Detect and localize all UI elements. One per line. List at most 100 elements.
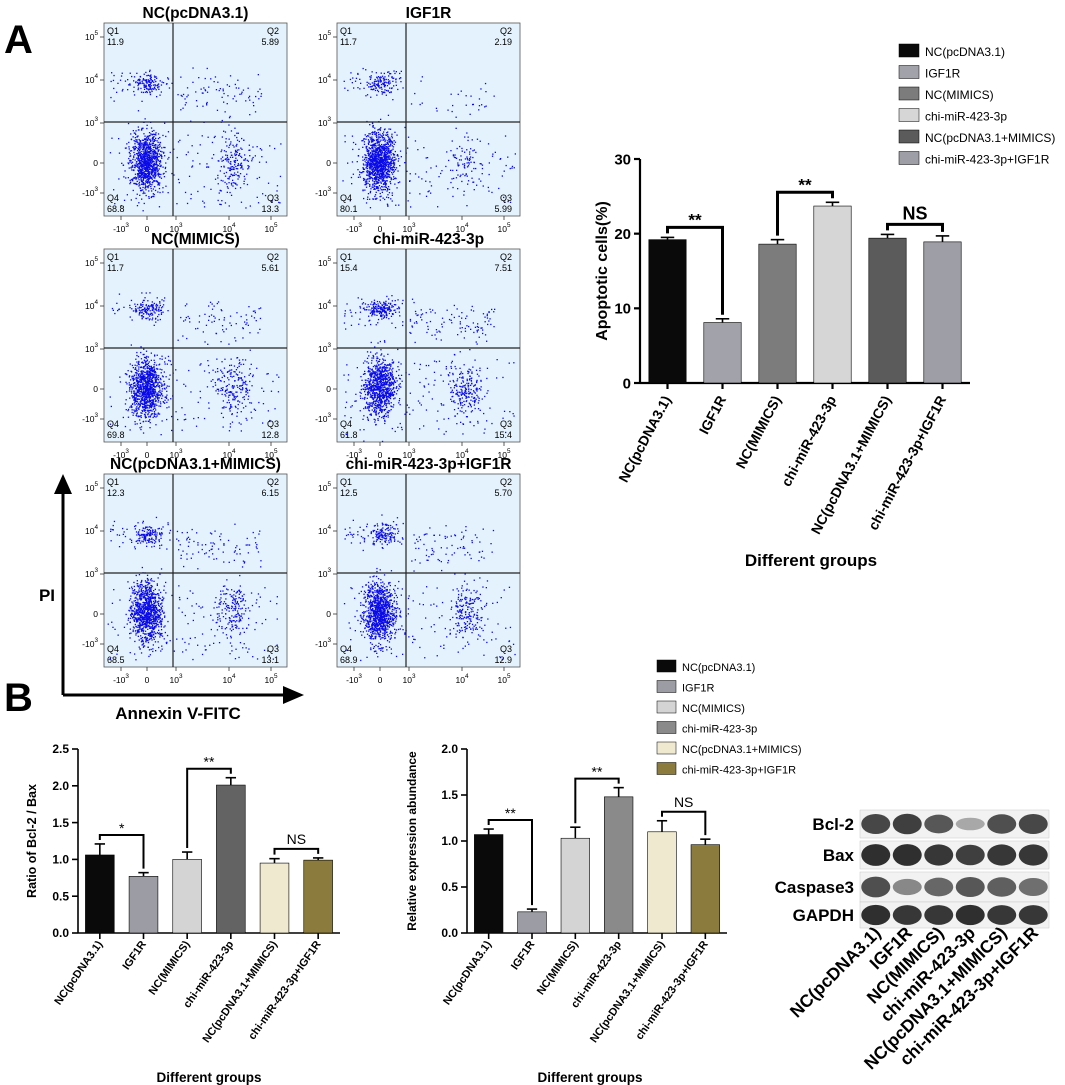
flow-event [158, 153, 161, 155]
flow-event [244, 178, 246, 180]
flow-event [271, 201, 273, 203]
flow-event [368, 164, 370, 166]
flow-event [372, 147, 374, 150]
flow-event [365, 202, 368, 204]
flow-event [157, 393, 159, 396]
flow-event [471, 170, 473, 172]
flow-event [368, 133, 370, 135]
flow-event [230, 364, 233, 366]
flow-event [375, 172, 377, 175]
flow-event [395, 387, 397, 389]
flow-event [142, 395, 144, 397]
flow-event [383, 154, 385, 156]
flow-event [128, 390, 131, 392]
flow-event [158, 374, 160, 377]
flow-event [142, 176, 144, 179]
flow-event [240, 411, 242, 413]
flow-event [146, 135, 148, 137]
flow-event [149, 292, 151, 294]
flow-event [385, 186, 387, 188]
flow-event [376, 364, 378, 366]
flow-event [234, 182, 236, 184]
flow-event [354, 80, 357, 82]
flow-event [376, 77, 379, 79]
flow-event [202, 200, 204, 202]
flow-event [180, 109, 182, 111]
flow-event [153, 151, 155, 154]
flow-event [371, 146, 373, 149]
flow-event [206, 67, 208, 70]
flow-event [158, 306, 160, 308]
flow-event [154, 171, 156, 173]
flow-event [146, 365, 148, 368]
y-tick-label: 105 [318, 30, 331, 42]
flow-event [366, 351, 369, 353]
flow-event [374, 78, 376, 81]
flow-event [373, 407, 375, 409]
flow-event [149, 143, 151, 145]
flow-event [272, 380, 274, 383]
flow-event [221, 388, 224, 391]
flow-event [372, 380, 374, 382]
flow-event [231, 369, 233, 371]
flow-event [246, 159, 248, 161]
flow-event [152, 136, 154, 139]
flow-event [146, 174, 148, 177]
flow-event [229, 391, 231, 393]
flow-event [143, 202, 145, 205]
flow-event [371, 166, 373, 168]
flow-event [223, 92, 225, 95]
flow-event [238, 359, 241, 361]
flow-event [388, 141, 390, 143]
flow-event [388, 158, 390, 160]
flow-event [128, 141, 130, 144]
flow-event [234, 161, 236, 164]
flow-event [271, 200, 273, 202]
flow-event [153, 415, 156, 418]
flow-event [380, 152, 383, 154]
flow-event [380, 363, 382, 365]
flow-event [155, 413, 157, 415]
quadrant-q3-label: Q3 [267, 419, 279, 429]
flow-event [146, 153, 148, 155]
flow-event [240, 155, 242, 157]
flow-event [376, 180, 378, 183]
flow-event [157, 170, 159, 173]
flow-event [160, 313, 163, 315]
flow-event [371, 165, 373, 167]
flow-event [226, 84, 228, 86]
flow-event [156, 152, 159, 154]
flow-event [240, 391, 242, 394]
flow-event [239, 401, 241, 403]
flow-event [157, 87, 159, 89]
flow-event [181, 429, 183, 431]
flow-event [199, 364, 201, 366]
flow-event [112, 309, 114, 311]
flow-event [382, 176, 385, 178]
flow-event [389, 163, 391, 165]
flow-event [451, 178, 453, 180]
flow-plot-area [336, 22, 521, 217]
flow-event [252, 310, 255, 312]
flow-event [393, 143, 395, 145]
flow-event [143, 390, 145, 392]
flow-event [157, 150, 159, 152]
flow-event [149, 182, 151, 184]
flow-event [360, 392, 362, 394]
flow-event [141, 171, 143, 173]
flow-event [389, 150, 392, 152]
flow-event [369, 165, 371, 167]
flow-event [151, 367, 153, 370]
flow-event [139, 401, 141, 403]
flow-event [384, 168, 386, 170]
quadrant-q2-label: Q2 [267, 26, 279, 36]
flow-event [383, 188, 385, 191]
flow-event [145, 311, 148, 314]
flow-event [239, 153, 241, 155]
flow-event [379, 147, 381, 149]
flow-event [465, 173, 467, 175]
flow-event [137, 374, 140, 376]
flow-event [142, 399, 144, 401]
flow-event [363, 179, 365, 181]
flow-event [369, 133, 371, 135]
